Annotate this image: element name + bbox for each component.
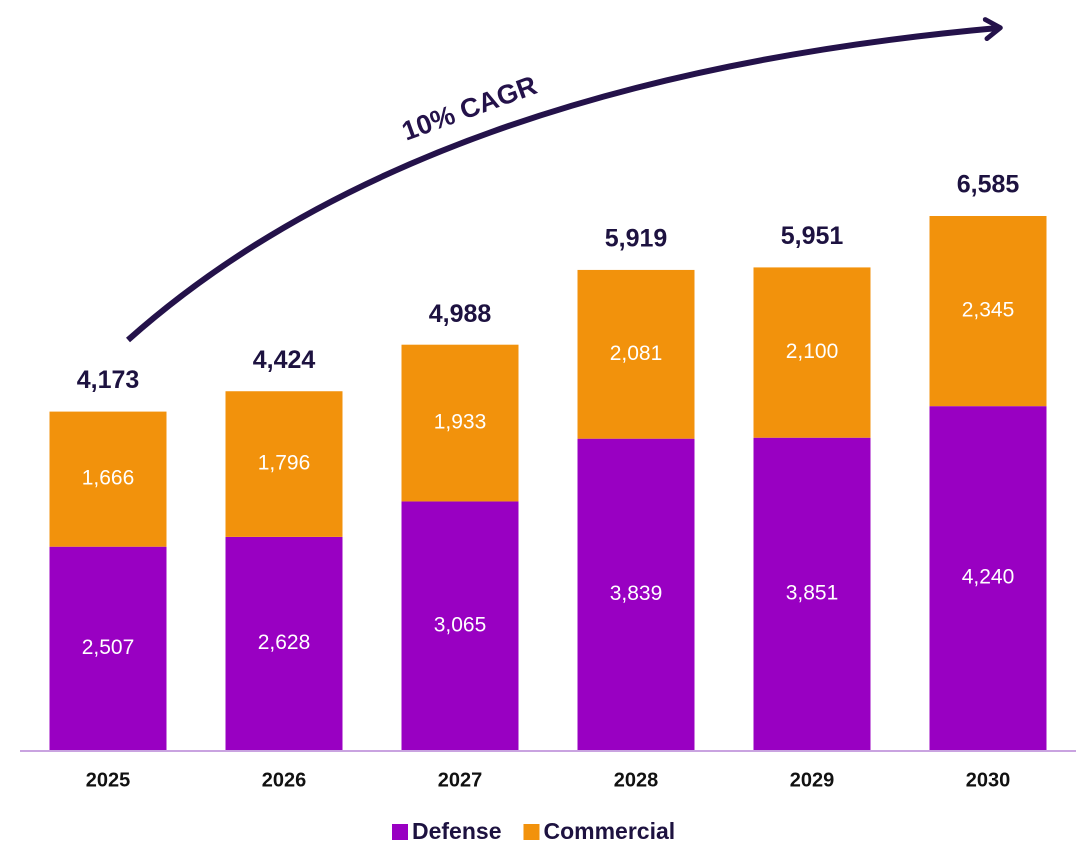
cagr-label: 10% CAGR [398,70,541,146]
x-tick-label: 2028 [614,769,659,791]
segment-label: 1,796 [258,452,311,475]
cagr-arrow [126,17,1003,343]
segment-label: 2,507 [82,636,135,659]
segment-label: 2,100 [786,340,839,363]
total-label: 5,951 [781,222,844,250]
segment-label: 2,345 [962,299,1015,322]
bar-segment [577,438,695,750]
bar-segment [929,216,1047,407]
x-tick-label: 2029 [790,769,835,791]
x-tick-label: 2025 [86,769,131,791]
total-label: 4,424 [253,346,316,374]
legend-label: Commercial [543,818,675,844]
legend-swatch [523,824,540,840]
bar-segment [225,536,343,750]
total-label: 4,173 [77,366,140,394]
bar-segment [577,269,695,439]
x-tick-label: 2030 [966,769,1011,791]
bar-segment [929,406,1047,750]
segment-label: 3,065 [434,613,487,636]
total-label: 5,919 [605,225,668,253]
x-tick-label: 2027 [438,769,483,791]
legend-label: Defense [412,818,501,844]
segment-label: 4,240 [962,566,1015,589]
segment-label: 1,666 [82,467,135,490]
segment-label: 3,851 [786,581,839,604]
segment-label: 2,628 [258,631,311,654]
bar-segment [49,411,167,547]
bar-segment [753,267,871,438]
segment-label: 3,839 [610,582,663,605]
bar-segment [49,546,167,750]
x-tick-label: 2026 [262,769,307,791]
bar-segment [225,391,343,537]
bar-segment [401,501,519,750]
total-label: 6,585 [957,171,1020,199]
legend-swatch [392,824,408,840]
segment-label: 2,081 [610,342,663,365]
bar-segment [753,437,871,750]
bar-segment [401,344,519,502]
total-label: 4,988 [429,300,492,328]
segment-label: 1,933 [434,411,487,434]
